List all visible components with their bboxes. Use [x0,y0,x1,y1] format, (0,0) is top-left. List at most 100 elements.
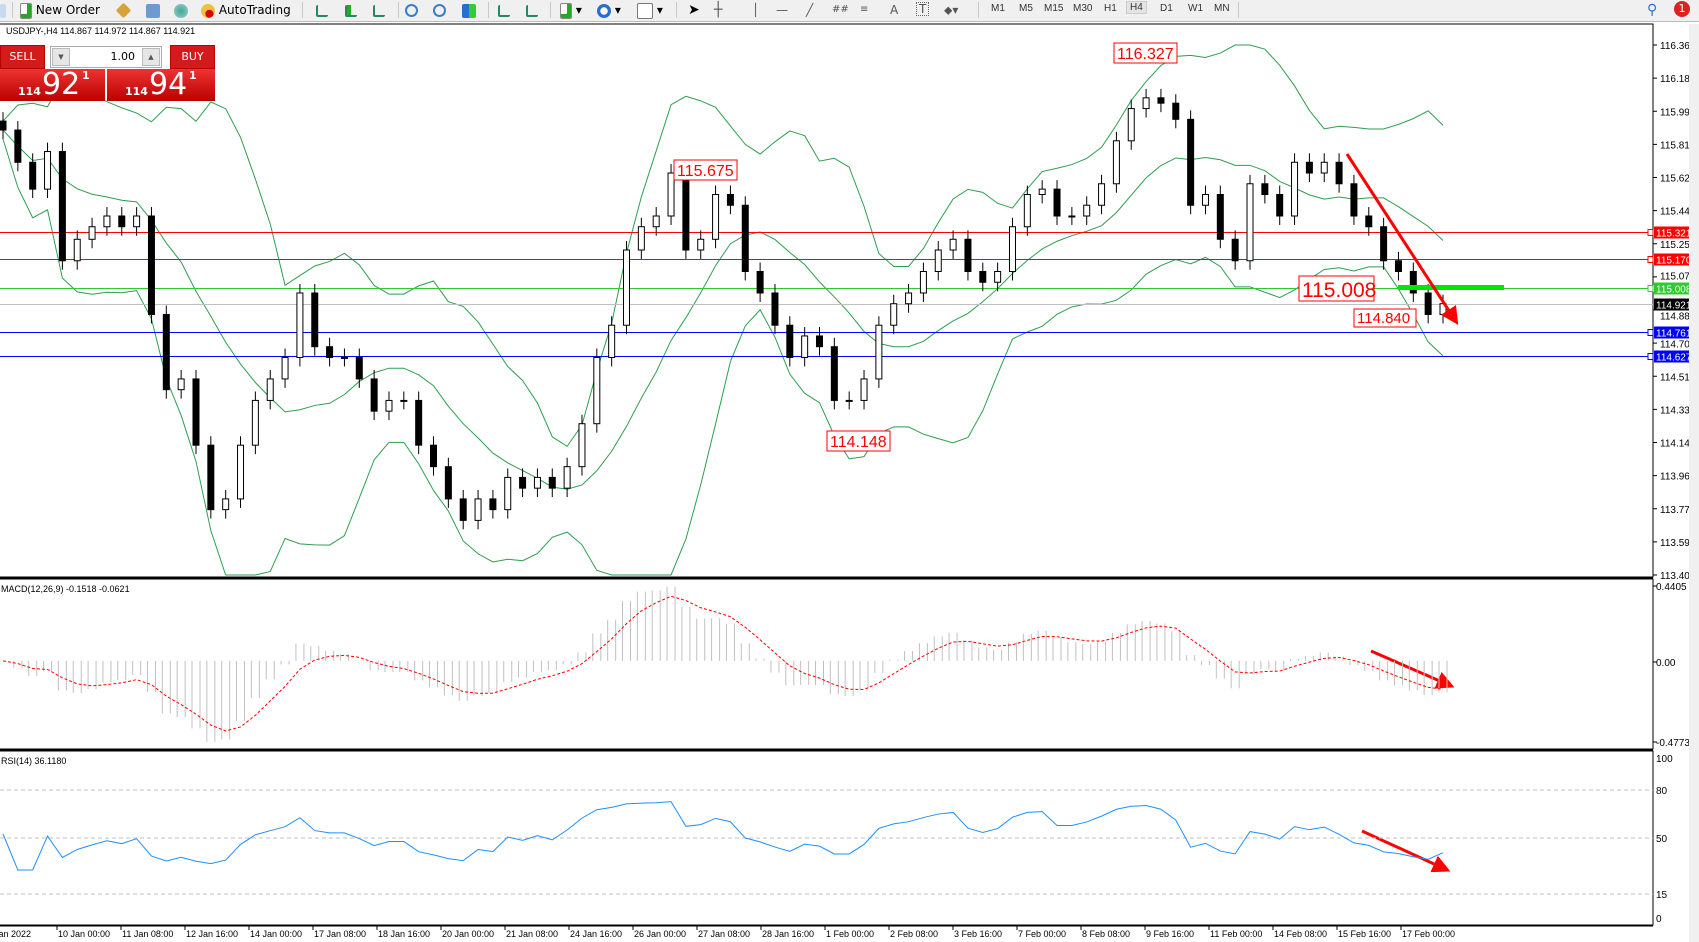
crosshair-icon[interactable]: ┼ [714,2,723,18]
price-axis-label: 114.885 [1660,312,1696,323]
notification-count: 1 [1678,2,1686,15]
tile-windows-button[interactable] [462,2,476,18]
timeframe-h4[interactable]: H4 [1126,1,1147,14]
macd-axis-label: -0.4773 [1656,738,1690,749]
buy-price-fraction: 1 [189,69,197,82]
bullish-candle [875,324,883,380]
price-level-tag-label: 114.761 [1656,329,1692,340]
sell-price[interactable]: 114 92 1 [0,67,105,102]
time-axis-label: 8 Feb 08:00 [1082,929,1130,939]
lot-increase-button[interactable]: ▲ [142,48,160,66]
timeframe-h1[interactable]: H1 [1104,3,1117,14]
time-axis-label: Jan 2022 [0,929,31,939]
zoom-in-button[interactable] [405,2,418,18]
timeframe-m30[interactable]: M30 [1073,3,1093,14]
toolbar-separator [398,2,399,18]
bearish-candle [0,120,7,131]
time-axis-label: 15 Feb 16:00 [1338,929,1391,939]
bearish-candle [14,129,22,163]
zoom-out-button[interactable] [433,2,446,18]
bearish-candle [430,444,438,468]
sell-price-prefix: 114 [18,85,41,98]
bullish-candle [890,303,898,326]
price-axis-label: 114.700 [1660,340,1696,351]
lot-decrease-button[interactable]: ▼ [52,48,70,66]
tile-windows-icon [462,3,476,18]
price-axis-label: 113.590 [1660,538,1696,549]
price-level-tag-label: 114.627 [1656,353,1692,364]
macd-label: MACD(12,26,9) -0.1518 -0.0621 [1,584,130,594]
sell-button[interactable]: SELL [0,45,45,69]
candlestick-button[interactable] [345,2,357,18]
bearish-candle [1380,226,1388,262]
bullish-candle [88,226,96,240]
rsi-axis-label: 80 [1656,786,1668,797]
timeframe-m1[interactable]: M1 [991,3,1005,14]
cursor-icon[interactable]: ➤ [688,2,700,18]
buy-button[interactable]: BUY [170,45,215,69]
text-icon[interactable]: A [890,3,899,17]
equidistant-channel-icon[interactable]: ## [832,4,849,15]
chart-shift-button[interactable] [498,2,510,18]
timeframe-m5[interactable]: M5 [1019,3,1033,14]
bearish-candle [147,215,155,315]
timeframe-mn[interactable]: MN [1214,3,1230,14]
autotrading-button[interactable]: AutoTrading [201,2,291,18]
text-label-icon[interactable]: T [916,2,930,16]
time-axis-label: 14 Feb 08:00 [1274,929,1327,939]
buy-price-pips: 94 [149,67,188,102]
bullish-candle [385,399,393,412]
bullish-candle [400,399,408,402]
autoscroll-button[interactable] [526,2,538,18]
rsi-line [2,801,1444,871]
bullish-candle [340,356,348,359]
lot-size-input[interactable]: ▼ 1.00 ▲ [50,46,162,68]
bullish-candle [1083,204,1091,217]
bearish-candle [1424,292,1432,315]
bullish-candle [177,378,185,391]
bearish-candle [682,172,690,251]
new-order-button[interactable]: New Order [20,2,100,19]
toolbar-separator [1238,2,1239,18]
timeframe-d1[interactable]: D1 [1160,3,1173,14]
search-icon[interactable]: ⚲ [1647,2,1658,18]
buy-price-prefix: 114 [125,85,148,98]
bullish-candle [474,498,482,521]
notifications-icon[interactable]: 1 [1674,1,1690,17]
templates-button[interactable]: ▾ [637,2,663,19]
bullish-candle [1127,108,1135,142]
bearish-candle [548,476,556,489]
bar-chart-button[interactable] [316,2,328,18]
line-chart-button[interactable] [373,2,385,18]
periods-button[interactable]: ▾ [597,2,621,18]
trendline-icon[interactable]: ╱ [806,3,814,17]
market-watch-button[interactable] [146,2,160,18]
bearish-candle [192,378,200,446]
rsi-trend-arrow [1361,829,1451,873]
bearish-candle [118,215,126,228]
timeframe-m15[interactable]: M15 [1044,3,1064,14]
arrows-icon[interactable]: ⬥▾ [944,3,959,17]
price-axis-label: 116.365 [1660,41,1696,52]
buy-price[interactable]: 114 94 1 [107,67,215,102]
rsi-axis-label: 15 [1656,890,1668,901]
signals-button[interactable] [174,2,188,18]
bullish-candle [1023,194,1031,228]
zoom-icon[interactable] [0,2,6,18]
autotrading-label: AutoTrading [218,3,291,17]
timeframe-w1[interactable]: W1 [1188,3,1203,14]
bullish-candle [44,151,52,190]
price-axis-label: 115.440 [1660,207,1696,218]
bearish-candle [355,356,363,380]
vertical-line-icon[interactable]: │ [752,3,760,17]
horizontal-line-icon[interactable]: — [776,3,788,17]
price-axis-label: 114.145 [1660,439,1696,450]
bullish-candle [697,238,705,251]
sell-price-fraction: 1 [82,69,90,82]
time-axis-label: 1 Feb 00:00 [826,929,874,939]
fibonacci-icon[interactable]: ≡ [860,4,869,15]
price-trend-arrow [1345,153,1459,326]
bearish-candle [1365,215,1373,228]
indicators-button[interactable]: ▾ [560,2,582,19]
